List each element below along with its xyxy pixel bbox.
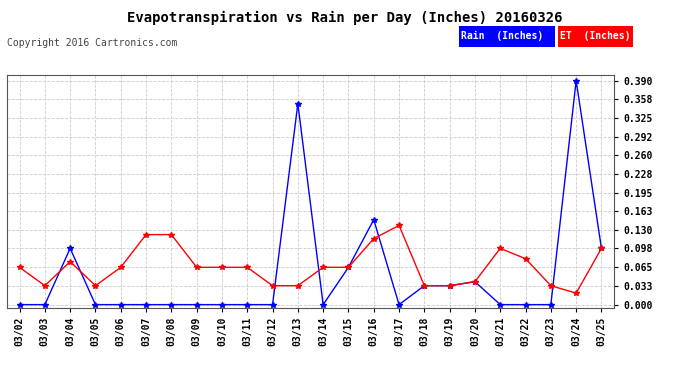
ET  (Inches) [522, 256, 530, 261]
ET  (Inches) [117, 265, 125, 270]
Rain  (Inches) [41, 302, 49, 307]
ET  (Inches) [370, 236, 378, 241]
ET  (Inches) [572, 291, 580, 296]
Rain  (Inches) [294, 102, 302, 106]
Rain  (Inches) [446, 284, 454, 288]
ET  (Inches) [446, 284, 454, 288]
ET  (Inches) [319, 265, 327, 270]
Line: ET  (Inches): ET (Inches) [17, 223, 604, 296]
ET  (Inches) [268, 284, 277, 288]
Rain  (Inches) [218, 302, 226, 307]
ET  (Inches) [471, 279, 479, 284]
Text: Rain  (Inches): Rain (Inches) [461, 32, 543, 41]
ET  (Inches) [41, 284, 49, 288]
Text: ET  (Inches): ET (Inches) [560, 32, 630, 41]
Rain  (Inches) [420, 284, 428, 288]
Rain  (Inches) [243, 302, 251, 307]
ET  (Inches) [395, 223, 403, 228]
ET  (Inches) [344, 265, 353, 270]
ET  (Inches) [546, 284, 555, 288]
ET  (Inches) [15, 265, 23, 270]
ET  (Inches) [218, 265, 226, 270]
ET  (Inches) [243, 265, 251, 270]
ET  (Inches) [294, 284, 302, 288]
Rain  (Inches) [395, 302, 403, 307]
Line: Rain  (Inches): Rain (Inches) [17, 78, 604, 308]
Rain  (Inches) [370, 217, 378, 222]
Rain  (Inches) [167, 302, 175, 307]
Rain  (Inches) [344, 265, 353, 270]
ET  (Inches) [420, 284, 428, 288]
Rain  (Inches) [522, 302, 530, 307]
Rain  (Inches) [193, 302, 201, 307]
Rain  (Inches) [91, 302, 99, 307]
ET  (Inches) [167, 232, 175, 237]
Rain  (Inches) [546, 302, 555, 307]
ET  (Inches) [91, 284, 99, 288]
Rain  (Inches) [319, 302, 327, 307]
Rain  (Inches) [117, 302, 125, 307]
Rain  (Inches) [572, 78, 580, 83]
Rain  (Inches) [15, 302, 23, 307]
Text: Evapotranspiration vs Rain per Day (Inches) 20160326: Evapotranspiration vs Rain per Day (Inch… [127, 11, 563, 26]
Rain  (Inches) [268, 302, 277, 307]
Rain  (Inches) [66, 246, 75, 250]
Rain  (Inches) [598, 246, 606, 250]
Rain  (Inches) [142, 302, 150, 307]
Rain  (Inches) [471, 279, 479, 284]
Rain  (Inches) [496, 302, 504, 307]
ET  (Inches) [142, 232, 150, 237]
ET  (Inches) [598, 246, 606, 250]
ET  (Inches) [193, 265, 201, 270]
ET  (Inches) [66, 260, 75, 264]
ET  (Inches) [496, 246, 504, 250]
Text: Copyright 2016 Cartronics.com: Copyright 2016 Cartronics.com [7, 38, 177, 48]
